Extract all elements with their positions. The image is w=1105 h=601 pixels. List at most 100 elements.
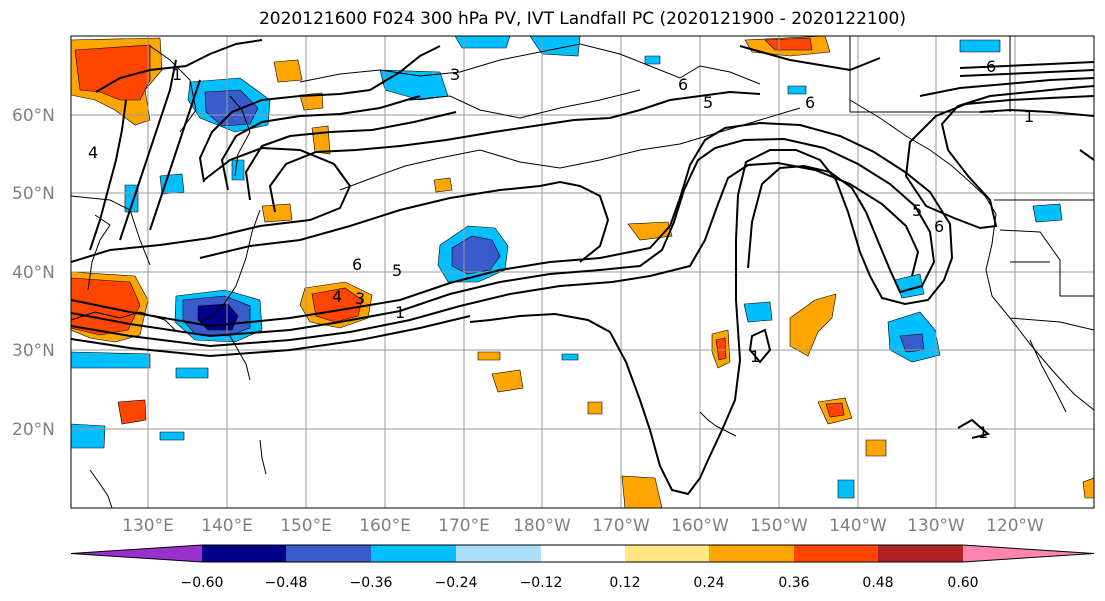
colorbar-tick-label: −0.48 [265, 575, 308, 591]
pv-contour [71, 161, 920, 348]
pv-contour [904, 85, 1094, 230]
pv-contours [71, 39, 1094, 496]
anomaly-region [959, 39, 1001, 53]
coastline [229, 95, 251, 177]
anomaly-region [764, 37, 813, 51]
anomaly-region [124, 184, 139, 213]
colorbar-swatch [71, 545, 202, 562]
anomaly-region [261, 203, 293, 223]
colorbar-swatch [371, 545, 456, 562]
lon-label: 130°W [907, 516, 965, 536]
pv-contour [119, 59, 177, 241]
pv-contour [979, 108, 1094, 117]
coastline [149, 45, 197, 133]
contour-label: 4 [332, 287, 342, 306]
colorbar-tick-label: 0.48 [862, 575, 893, 591]
pv-contour [199, 180, 610, 263]
lon-label: 130°E [122, 516, 174, 536]
colorbar-swatch [709, 545, 794, 562]
colorbar-swatch [963, 545, 1094, 562]
colorbar-tick-label: −0.24 [435, 575, 478, 591]
anomaly-region [454, 36, 511, 49]
pv-contour [919, 77, 1094, 97]
colorbar-tick-label: 0.24 [693, 575, 724, 591]
pv-contour [71, 315, 471, 358]
pv-contour [959, 69, 1094, 77]
colorbar-swatch [456, 545, 541, 562]
latitude-labels: 60°N 50°N 40°N 30°N 20°N [12, 106, 55, 440]
anomaly-region [825, 402, 845, 418]
anomaly-region [1082, 477, 1094, 499]
pv-contour [71, 121, 954, 496]
anomaly-region [175, 367, 209, 379]
colorbar-swatch [541, 545, 625, 562]
anomaly-region [273, 59, 303, 83]
negative-anomaly-regions [71, 36, 1063, 499]
contour-label: 6 [986, 57, 996, 76]
border [1009, 317, 1094, 331]
lon-label: 150°W [750, 516, 808, 536]
colorbar-tick-labels: −0.60 −0.48 −0.36 −0.24 −0.12 0.12 0.24 … [181, 575, 979, 591]
positive-anomaly-regions [71, 36, 1094, 508]
pv-contour [739, 45, 881, 72]
anomaly-region [159, 431, 185, 441]
contour-label: 1 [172, 65, 182, 84]
lat-label: 40°N [12, 263, 55, 283]
colorbar-outline [70, 544, 1095, 563]
coastline [409, 89, 641, 119]
pv-contour [244, 111, 457, 201]
anomaly-region [117, 399, 147, 425]
ivt-shading [71, 36, 1094, 508]
anomaly-region [837, 479, 855, 499]
lon-label: 170°E [438, 516, 490, 536]
pv-contour [957, 418, 991, 439]
contour-label: 3 [450, 65, 460, 84]
coastline [299, 43, 761, 85]
colorbar-tick-label: −0.60 [181, 575, 224, 591]
anomaly-region [561, 353, 579, 361]
contour-label: 1 [395, 303, 405, 322]
lon-label: 140°E [201, 516, 253, 536]
contour-label: 6 [805, 93, 815, 112]
pv-contour [71, 137, 936, 338]
coastline [199, 209, 261, 323]
coastline [87, 214, 111, 291]
contour-label: 6 [678, 75, 688, 94]
island-chain [699, 411, 737, 437]
border [999, 229, 1094, 297]
contour-label: 3 [355, 289, 365, 308]
pv-contour [198, 45, 441, 183]
lon-label: 160°E [359, 516, 411, 536]
anomaly-region [587, 401, 603, 415]
anomaly-region [743, 301, 773, 323]
map-frame [70, 35, 1095, 509]
colorbar-swatch [794, 545, 878, 562]
contour-label: 6 [934, 217, 944, 236]
colorbar-tick-label: 0.60 [947, 575, 978, 591]
contour-label: 6 [352, 255, 362, 274]
coastline [849, 99, 997, 215]
lat-label: 30°N [12, 341, 55, 361]
anomaly-region [865, 439, 887, 457]
colorbar: −0.60 −0.48 −0.36 −0.24 −0.12 0.12 0.24 … [70, 544, 1095, 591]
contour-label: 5 [392, 261, 402, 280]
anomaly-region [433, 177, 453, 193]
anomaly-region [71, 351, 151, 369]
coastline [985, 213, 1094, 411]
anomaly-region [71, 423, 106, 449]
pv-contour [748, 328, 772, 364]
lon-label: 120°W [986, 516, 1044, 536]
pv-contour [1079, 149, 1094, 161]
lat-label: 20°N [12, 420, 55, 440]
lat-label: 60°N [12, 106, 55, 126]
anomaly-region [491, 369, 524, 393]
lon-label: 140°W [829, 516, 887, 536]
contour-label: 1 [750, 347, 760, 366]
colorbar-swatch [286, 545, 371, 562]
colorbar-swatch [878, 545, 963, 562]
island-chain [89, 469, 113, 508]
lon-label: 160°W [671, 516, 729, 536]
contour-label: 5 [912, 201, 922, 220]
pv-contour [71, 146, 352, 263]
colorbar-tick-label: −0.12 [520, 575, 563, 591]
